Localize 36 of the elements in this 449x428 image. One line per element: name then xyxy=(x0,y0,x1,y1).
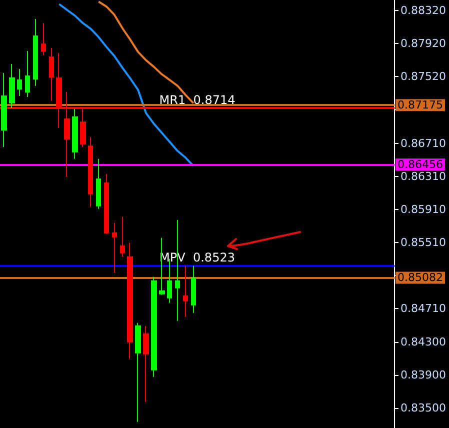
y-tick-label: 0.88320 xyxy=(400,4,446,18)
candlestick xyxy=(25,50,30,98)
candlestick xyxy=(33,18,38,86)
y-tick-label: 0.87920 xyxy=(400,37,446,50)
candlestick xyxy=(151,276,157,378)
candlestick xyxy=(49,47,54,102)
y-tick-label: 0.87520 xyxy=(400,70,446,84)
candlestick xyxy=(88,136,93,208)
y-tick-label: 0.84710 xyxy=(400,302,446,315)
y-tick-label: 0.85510 xyxy=(400,236,446,249)
y-tick-label: 0.84300 xyxy=(400,336,446,349)
ref-line-label: 0.87175 xyxy=(398,98,444,112)
candlestick xyxy=(135,322,141,422)
candlestick xyxy=(9,63,15,108)
candlestick xyxy=(120,216,125,258)
y-tick-label: 0.85910 xyxy=(400,202,446,216)
candlestick xyxy=(183,265,188,318)
candlestick xyxy=(1,72,7,148)
candlestick xyxy=(17,68,22,96)
ref-line-label: 0.85082 xyxy=(398,271,444,284)
candlestick xyxy=(112,222,117,274)
candlestick xyxy=(143,325,149,402)
candlestick xyxy=(96,158,101,210)
ref-line-label: MR1 0.8714 xyxy=(159,93,236,108)
candlestick xyxy=(127,242,133,360)
line-series xyxy=(58,3,194,167)
ref-line-label: 0.86456 xyxy=(398,158,444,171)
candlestick xyxy=(41,22,46,56)
y-tick-label: 0.83500 xyxy=(400,402,446,415)
y-tick-label: 0.86310 xyxy=(400,170,446,183)
y-tick-label: 0.86710 xyxy=(400,136,446,150)
candlestick xyxy=(104,173,109,234)
y-tick-label: 0.83900 xyxy=(400,368,446,382)
candlestick xyxy=(191,265,196,314)
candlestick xyxy=(72,108,78,160)
line-series xyxy=(98,0,194,104)
